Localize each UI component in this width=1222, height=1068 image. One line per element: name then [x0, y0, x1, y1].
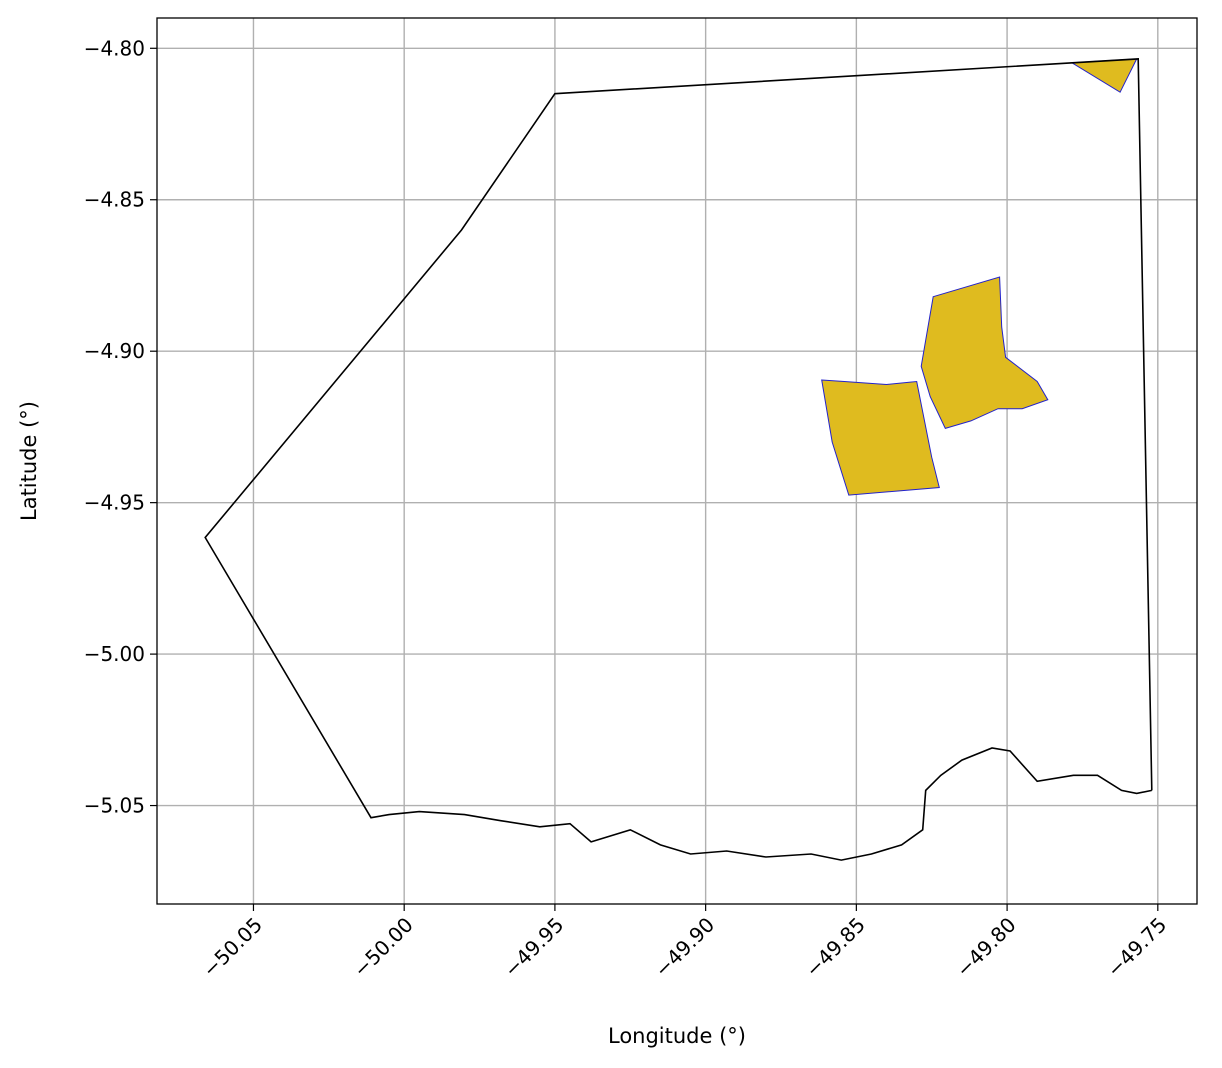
x-tick-label-6: −49.75	[1102, 913, 1171, 982]
y-tick-label-5: −5.05	[84, 794, 145, 818]
x-tick-label-4: −49.85	[801, 913, 870, 982]
x-tick-label-3: −49.90	[650, 913, 719, 982]
filled-region-3	[920, 276, 1049, 429]
y-axis-label: Latitude (°)	[17, 401, 41, 521]
y-tick-label-4: −5.00	[84, 642, 145, 666]
filled-region-1	[1070, 58, 1138, 93]
filled-regions	[821, 58, 1138, 496]
x-axis-label: Longitude (°)	[608, 1024, 746, 1048]
y-tick-label-3: −4.95	[84, 491, 145, 515]
x-axis-ticks: −50.05 −50.00 −49.95 −49.90 −49.85 −49.80 −49.…	[198, 904, 1171, 982]
boundary-outline	[204, 58, 1153, 861]
plot-frame	[156, 17, 1198, 905]
y-tick-label-2: −4.90	[84, 339, 145, 363]
x-tick-label-5: −49.80	[951, 913, 1020, 982]
filled-region-2	[821, 379, 940, 496]
y-tick-label-0: −4.80	[84, 36, 145, 60]
x-tick-label-1: −50.00	[348, 913, 417, 982]
x-tick-label-0: −50.05	[198, 913, 267, 982]
y-tick-label-1: −4.85	[84, 188, 145, 212]
x-tick-label-2: −49.95	[499, 913, 568, 982]
grid-lines	[157, 18, 1197, 904]
y-axis-ticks: −4.80 −4.85 −4.90 −4.95 −5.00 −5.05	[84, 36, 157, 818]
